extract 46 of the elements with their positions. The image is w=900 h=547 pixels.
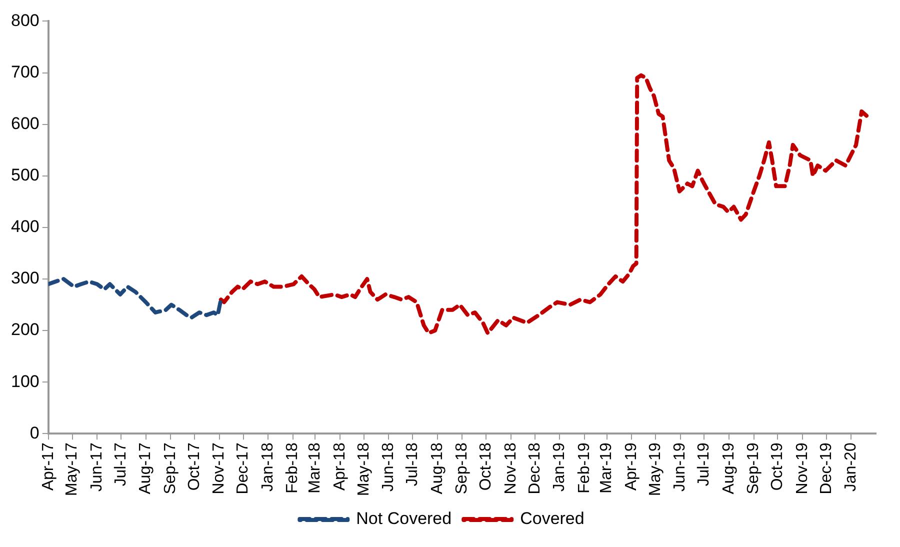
x-tick-label: Feb-18 [284, 442, 302, 494]
y-tick-label: 200 [10, 320, 40, 340]
x-tick-label: Sep-19 [745, 442, 762, 494]
y-tick-label: 700 [10, 62, 40, 82]
x-tick-label: Sep-17 [162, 442, 179, 494]
y-tick-label: 0 [30, 423, 40, 442]
x-tick-label: May-17 [64, 442, 81, 496]
x-tick-label: Dec-19 [818, 442, 835, 494]
x-tick-label: Jul-19 [696, 442, 713, 486]
x-tick-label: Apr-17 [40, 442, 57, 491]
y-tick-label: 400 [10, 217, 40, 236]
x-tick-label: Apr-18 [331, 442, 348, 491]
x-tick-label: Aug-19 [720, 442, 738, 494]
x-tick-label: Nov-17 [210, 442, 228, 494]
x-tick-label: Jan-20 [842, 442, 860, 492]
x-tick-label: Nov-18 [502, 442, 520, 494]
legend-label: Covered [520, 509, 584, 528]
x-tick-label: Jul-18 [404, 442, 422, 486]
x-tick-label: Sep-18 [454, 442, 471, 494]
x-tick-label: May-19 [646, 442, 664, 496]
x-tick-label: Aug-17 [137, 442, 154, 494]
x-tick-label: Oct-17 [186, 442, 203, 491]
x-tick-label: Mar-19 [598, 442, 616, 494]
x-tick-label: May-18 [355, 442, 372, 496]
x-tick-label: Jun-18 [380, 442, 398, 492]
x-tick-label: Mar-18 [306, 442, 324, 494]
x-tick-label: Dec-17 [234, 442, 252, 494]
x-tick-label: Jul-17 [112, 442, 130, 486]
x-tick-label: Nov-19 [794, 442, 811, 494]
x-tick-label: Feb-19 [576, 442, 593, 494]
x-tick-label: Apr-19 [622, 442, 640, 491]
x-tick-label: Dec-18 [526, 442, 544, 494]
y-tick-label: 100 [10, 372, 40, 391]
x-tick-label: Jun-19 [672, 442, 689, 492]
y-tick-label: 300 [10, 268, 40, 288]
x-tick-label: Jan-18 [259, 442, 276, 492]
x-tick-label: Oct-18 [478, 442, 495, 491]
y-tick-label: 600 [10, 114, 40, 133]
x-tick-label: Jan-19 [551, 442, 568, 492]
legend-label: Not Covered [356, 509, 452, 528]
x-tick-label: Aug-18 [428, 442, 446, 494]
x-tick-label: Oct-19 [769, 442, 786, 491]
y-tick-label: 800 [10, 10, 40, 30]
y-tick-label: 500 [10, 166, 40, 185]
x-tick-label: Jun-17 [88, 442, 106, 492]
line-series [48, 276, 223, 320]
